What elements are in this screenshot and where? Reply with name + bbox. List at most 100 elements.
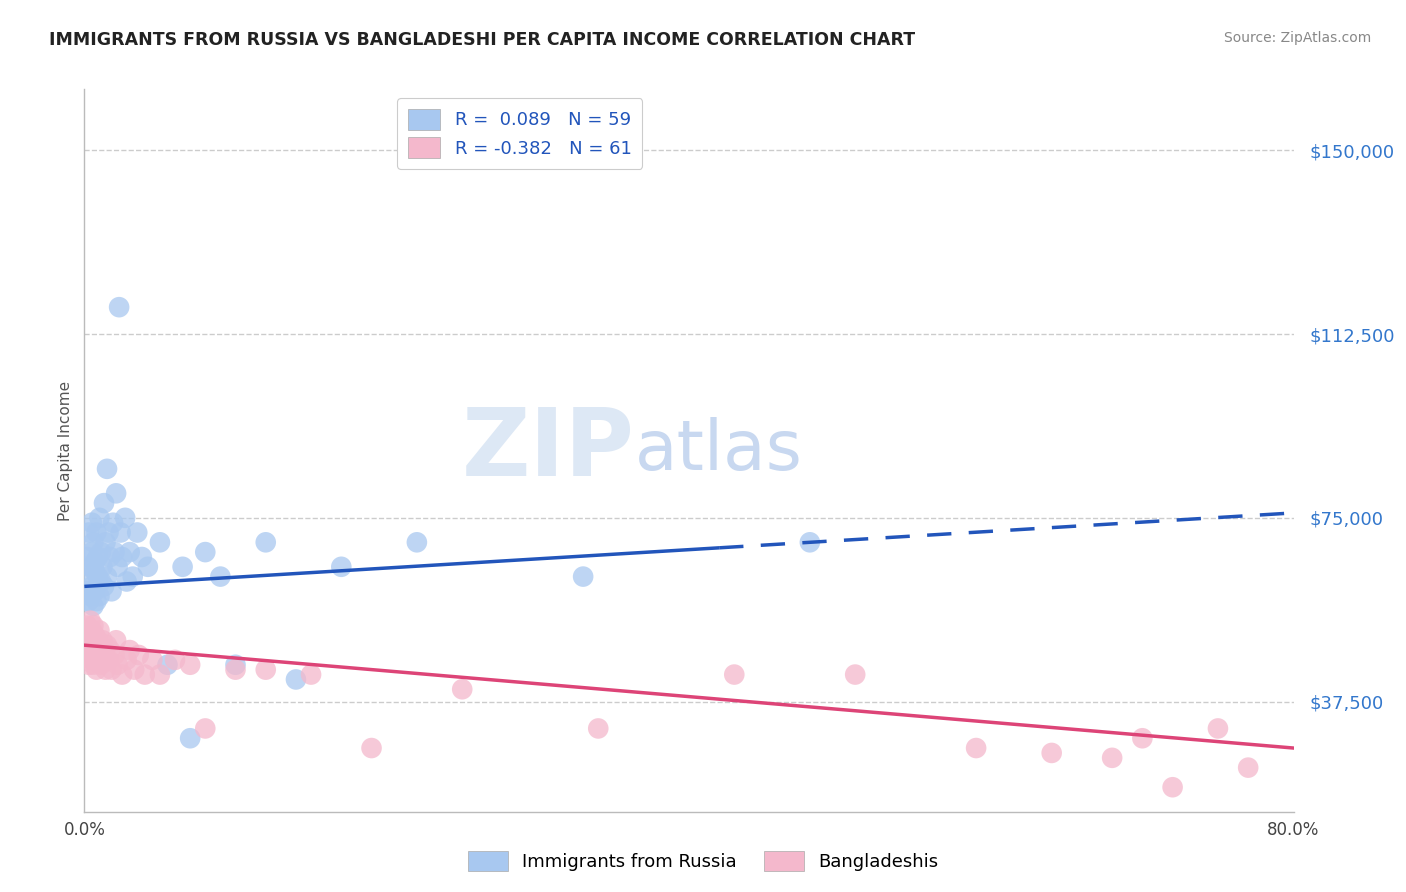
Point — [86, 638, 108, 652]
Point — [1206, 722, 1229, 736]
Point — [118, 643, 141, 657]
Point — [84, 648, 107, 662]
Point — [94, 663, 117, 677]
Point — [107, 657, 129, 672]
Point — [84, 555, 107, 569]
Point — [105, 633, 128, 648]
Point — [115, 653, 138, 667]
Point — [118, 545, 141, 559]
Point — [111, 667, 134, 681]
Point — [194, 545, 217, 559]
Point — [79, 559, 101, 574]
Point — [360, 741, 382, 756]
Point — [80, 643, 103, 657]
Point — [82, 535, 104, 549]
Point — [82, 599, 104, 613]
Point — [76, 618, 98, 632]
Point — [77, 643, 100, 657]
Point — [105, 486, 128, 500]
Point — [844, 667, 866, 681]
Point — [1237, 761, 1260, 775]
Point — [87, 549, 110, 564]
Point — [254, 663, 277, 677]
Point — [89, 624, 111, 638]
Point — [1040, 746, 1063, 760]
Point — [588, 722, 610, 736]
Point — [93, 579, 115, 593]
Point — [89, 511, 111, 525]
Point — [285, 673, 308, 687]
Point — [104, 545, 127, 559]
Point — [100, 663, 122, 677]
Point — [254, 535, 277, 549]
Point — [194, 722, 217, 736]
Point — [89, 589, 111, 603]
Point — [84, 565, 107, 579]
Point — [89, 643, 111, 657]
Point — [90, 574, 112, 589]
Point — [723, 667, 745, 681]
Point — [87, 633, 110, 648]
Point — [79, 589, 101, 603]
Point — [80, 545, 103, 559]
Point — [80, 516, 103, 530]
Point — [82, 618, 104, 632]
Point — [93, 496, 115, 510]
Legend: Immigrants from Russia, Bangladeshis: Immigrants from Russia, Bangladeshis — [461, 844, 945, 879]
Point — [104, 648, 127, 662]
Point — [80, 579, 103, 593]
Point — [572, 569, 595, 583]
Point — [86, 594, 108, 608]
Point — [96, 638, 118, 652]
Point — [179, 731, 201, 746]
Point — [330, 559, 353, 574]
Point — [134, 667, 156, 681]
Point — [136, 559, 159, 574]
Point — [127, 525, 149, 540]
Point — [77, 525, 100, 540]
Point — [225, 663, 247, 677]
Point — [93, 648, 115, 662]
Point — [100, 584, 122, 599]
Legend: R =  0.089   N = 59, R = -0.382   N = 61: R = 0.089 N = 59, R = -0.382 N = 61 — [396, 98, 643, 169]
Point — [115, 574, 138, 589]
Point — [77, 628, 100, 642]
Point — [86, 663, 108, 677]
Point — [80, 624, 103, 638]
Point — [209, 569, 232, 583]
Point — [108, 300, 131, 314]
Text: atlas: atlas — [634, 417, 803, 484]
Point — [82, 657, 104, 672]
Point — [75, 569, 97, 583]
Point — [98, 643, 121, 657]
Point — [128, 648, 150, 662]
Point — [225, 657, 247, 672]
Point — [172, 559, 194, 574]
Point — [90, 545, 112, 559]
Point — [114, 511, 136, 525]
Point — [97, 525, 120, 540]
Point — [90, 657, 112, 672]
Point — [107, 559, 129, 574]
Point — [87, 653, 110, 667]
Point — [91, 633, 114, 648]
Point — [76, 584, 98, 599]
Point — [75, 624, 97, 638]
Point — [91, 559, 114, 574]
Point — [406, 535, 429, 549]
Point — [141, 653, 163, 667]
Point — [1130, 731, 1153, 746]
Point — [94, 535, 117, 549]
Text: Source: ZipAtlas.com: Source: ZipAtlas.com — [1223, 31, 1371, 45]
Point — [76, 648, 98, 662]
Point — [101, 516, 124, 530]
Text: ZIP: ZIP — [461, 404, 634, 497]
Point — [149, 667, 172, 681]
Point — [122, 663, 145, 677]
Point — [96, 569, 118, 583]
Point — [121, 569, 143, 583]
Point — [80, 653, 103, 667]
Point — [86, 525, 108, 540]
Point — [179, 657, 201, 672]
Point — [84, 628, 107, 642]
